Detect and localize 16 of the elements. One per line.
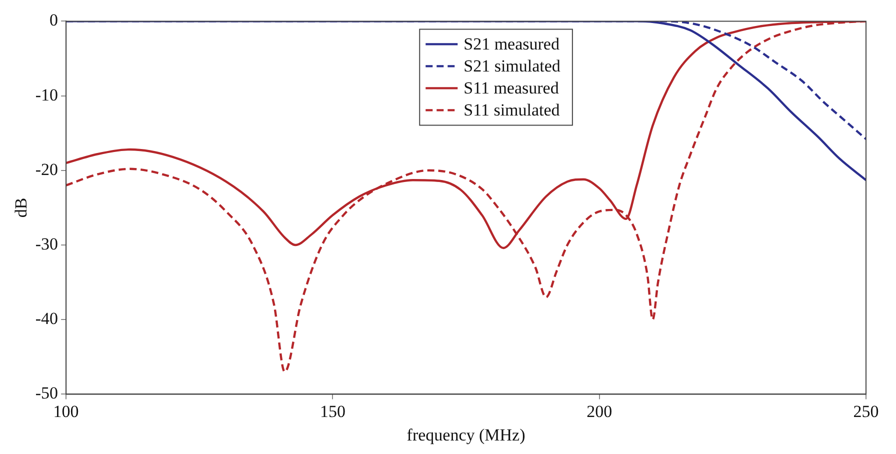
y-axis-title: dB xyxy=(12,198,31,218)
y-tick-label: 0 xyxy=(50,10,58,30)
x-tick-label: 200 xyxy=(586,402,612,421)
legend-label: S11 simulated xyxy=(464,100,560,120)
y-tick-label: -40 xyxy=(35,309,58,328)
legend-label: S21 simulated xyxy=(464,56,561,76)
x-axis-title: frequency (MHz) xyxy=(406,425,526,444)
y-tick-label: -10 xyxy=(35,85,58,104)
legend-label: S11 measured xyxy=(464,78,560,98)
y-tick-label: -50 xyxy=(35,384,58,403)
y-tick-label: -20 xyxy=(35,160,58,179)
legend-label: S21 measured xyxy=(464,34,560,54)
y-tick-label: -30 xyxy=(35,234,58,254)
x-tick-label: 250 xyxy=(853,402,879,421)
x-tick-label: 150 xyxy=(320,402,346,421)
x-tick-label: 100 xyxy=(53,402,79,421)
